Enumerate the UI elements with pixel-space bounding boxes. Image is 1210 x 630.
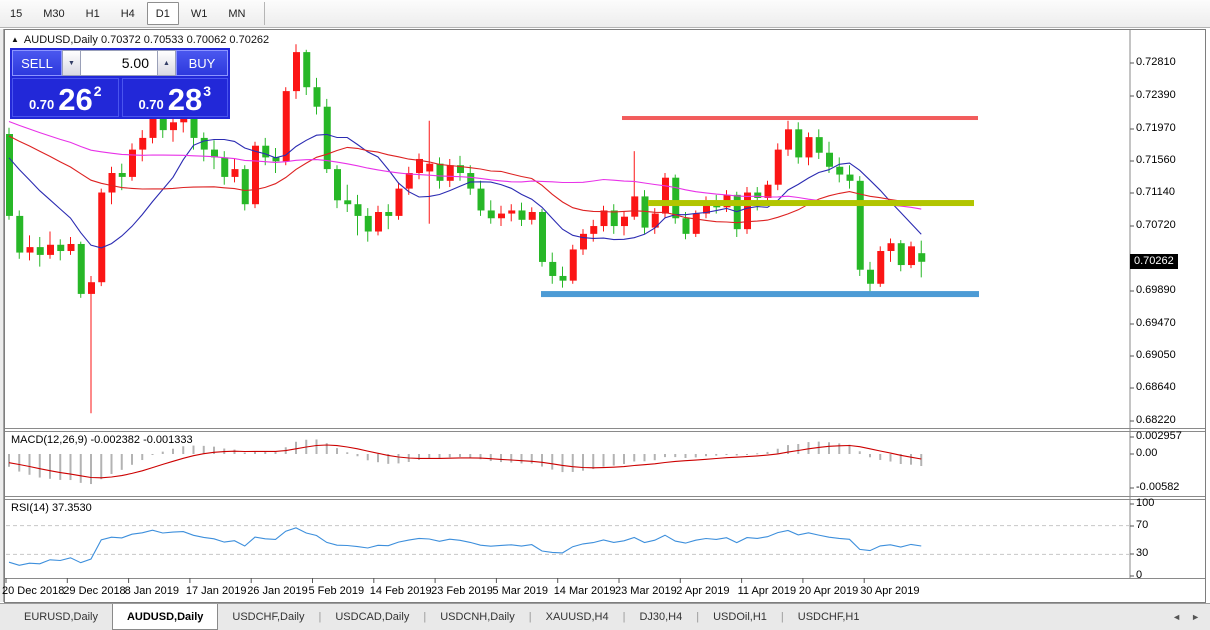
volume-increase-button[interactable]: ▲ bbox=[157, 50, 176, 76]
tab-scroll-right-icon[interactable]: ► bbox=[1191, 612, 1200, 622]
chart-tab-bar: EURUSD,Daily AUDUSD,Daily USDCHF,Daily | USD… bbox=[0, 603, 1210, 630]
chart-tab-XAUUSD-H4[interactable]: XAUUSD,H4 bbox=[545, 611, 609, 623]
date-axis-label: 17 Jan 2019 bbox=[185, 585, 247, 597]
chart-tab-USDCAD-Daily[interactable]: USDCAD,Daily bbox=[335, 611, 410, 623]
sell-price-major: 0.70 bbox=[28, 96, 55, 112]
macd-axis-label: -0.00582 bbox=[1136, 481, 1180, 493]
date-axis-label: 29 Dec 2018 bbox=[63, 585, 126, 597]
timeframe-button-H4[interactable]: H4 bbox=[120, 7, 135, 20]
tab-divider: | bbox=[318, 611, 322, 623]
tab-divider: | bbox=[423, 611, 427, 623]
date-axis-separator bbox=[5, 578, 1205, 579]
chart-title: ▲ AUDUSD,Daily 0.70372 0.70533 0.70062 0.… bbox=[11, 34, 269, 46]
chart-tab-EURUSD-Daily[interactable]: EURUSD,Daily bbox=[24, 611, 98, 623]
chart-tab-USDCHF-Daily[interactable]: USDCHF,Daily bbox=[232, 611, 305, 623]
tab-scroll-left-icon[interactable]: ◄ bbox=[1172, 612, 1182, 622]
volume-input[interactable] bbox=[81, 50, 157, 76]
rsi-axis-label: 0 bbox=[1136, 569, 1143, 581]
date-axis-label: 5 Feb 2019 bbox=[308, 585, 365, 597]
symbol-name: AUDUSD,Daily bbox=[23, 34, 98, 46]
sell-price-point: 2 bbox=[93, 83, 102, 99]
date-axis-label: 23 Mar 2019 bbox=[615, 585, 677, 597]
chart-window bbox=[4, 29, 1206, 603]
price-axis-label: 0.71560 bbox=[1136, 154, 1176, 166]
buy-price-major: 0.70 bbox=[138, 96, 164, 112]
price-axis-label: 0.72390 bbox=[1136, 89, 1176, 101]
rsi-axis-label: 100 bbox=[1136, 497, 1155, 509]
date-axis-label: 11 Apr 2019 bbox=[737, 585, 797, 597]
chart-tab-USDOil-H1[interactable]: USDOil,H1 bbox=[713, 611, 767, 623]
price-axis-label: 0.70720 bbox=[1136, 219, 1176, 231]
date-axis-label: 5 Mar 2019 bbox=[492, 585, 549, 597]
chart-tab-USDCNH-Daily[interactable]: USDCNH,Daily bbox=[440, 611, 515, 623]
date-axis-label: 20 Apr 2019 bbox=[798, 585, 859, 597]
price-axis-label: 0.68640 bbox=[1136, 381, 1176, 393]
tab-divider: | bbox=[696, 611, 700, 623]
buy-button[interactable]: BUY bbox=[176, 50, 228, 76]
sell-button[interactable]: SELL bbox=[12, 50, 62, 76]
buy-price-point: 3 bbox=[203, 83, 212, 99]
price-axis-label: 0.69050 bbox=[1136, 349, 1176, 361]
timeframe-button-H1[interactable]: H1 bbox=[85, 7, 100, 20]
macd-indicator-label: MACD(12,26,9) -0.002382 -0.001333 bbox=[11, 434, 193, 446]
date-axis-label: 30 Apr 2019 bbox=[860, 585, 920, 597]
timeframe-toolbar: 15 M30 H1 H4 D1 W1 MN bbox=[0, 0, 1210, 28]
timeframe-button-15[interactable]: 15 bbox=[10, 7, 23, 20]
collapse-triangle-icon[interactable]: ▲ bbox=[11, 35, 19, 44]
date-axis-label: 8 Jan 2019 bbox=[124, 585, 180, 597]
price-axis-label: 0.69470 bbox=[1136, 317, 1176, 329]
date-axis-label: 14 Feb 2019 bbox=[369, 585, 432, 597]
macd-panel-splitter[interactable] bbox=[5, 428, 1205, 432]
date-axis-label: 20 Dec 2018 bbox=[2, 585, 65, 597]
price-axis-label: 0.69890 bbox=[1136, 284, 1176, 296]
rsi-panel-splitter[interactable] bbox=[5, 496, 1205, 500]
price-axis-label: 0.71970 bbox=[1136, 122, 1176, 134]
date-axis-label: 2 Apr 2019 bbox=[676, 585, 730, 597]
chart-tab-USDCHF-H1[interactable]: USDCHF,H1 bbox=[797, 611, 860, 623]
current-price-tag: 0.70262 bbox=[1130, 253, 1178, 269]
date-axis-label: 26 Jan 2019 bbox=[247, 585, 308, 597]
ohlc-values: 0.70372 0.70533 0.70062 0.70262 bbox=[100, 34, 270, 46]
timeframe-button-D1[interactable]: D1 bbox=[146, 2, 179, 25]
price-axis-label: 0.71140 bbox=[1136, 186, 1175, 198]
date-axis-label: 23 Feb 2019 bbox=[431, 585, 493, 597]
buy-price-box[interactable]: 0.70 28 3 bbox=[121, 78, 228, 117]
rsi-axis-label: 30 bbox=[1136, 547, 1149, 559]
rsi-axis-label: 70 bbox=[1136, 519, 1149, 531]
timeframe-button-MN[interactable]: MN bbox=[228, 7, 246, 20]
chart-tab-AUDUSD-Daily[interactable]: AUDUSD,Daily bbox=[111, 604, 219, 630]
timeframe-button-W1[interactable]: W1 bbox=[190, 7, 208, 20]
tab-divider: | bbox=[780, 611, 784, 623]
buy-price-pips: 28 bbox=[167, 81, 203, 117]
rsi-indicator-label: RSI(14) 37.3530 bbox=[11, 502, 92, 514]
price-axis-label: 0.72810 bbox=[1136, 56, 1176, 68]
price-axis-label: 0.68220 bbox=[1136, 414, 1176, 426]
chart-tab-DJ30-H4[interactable]: DJ30,H4 bbox=[639, 611, 683, 623]
macd-axis-label: 0.00 bbox=[1136, 447, 1158, 459]
timeframe-button-M30[interactable]: M30 bbox=[43, 7, 65, 20]
tab-divider: | bbox=[528, 611, 532, 623]
date-axis-label: 14 Mar 2019 bbox=[553, 585, 616, 597]
window-left-edge bbox=[0, 29, 4, 602]
tab-divider: | bbox=[622, 611, 626, 623]
macd-axis-label: 0.002957 bbox=[1136, 430, 1182, 442]
tab-scroll-arrows: ◄ ► bbox=[1172, 604, 1210, 630]
sell-price-box[interactable]: 0.70 26 2 bbox=[12, 78, 119, 117]
toolbar-separator bbox=[264, 2, 266, 25]
sell-price-pips: 26 bbox=[58, 81, 93, 117]
volume-decrease-button[interactable]: ▼ bbox=[62, 50, 81, 76]
